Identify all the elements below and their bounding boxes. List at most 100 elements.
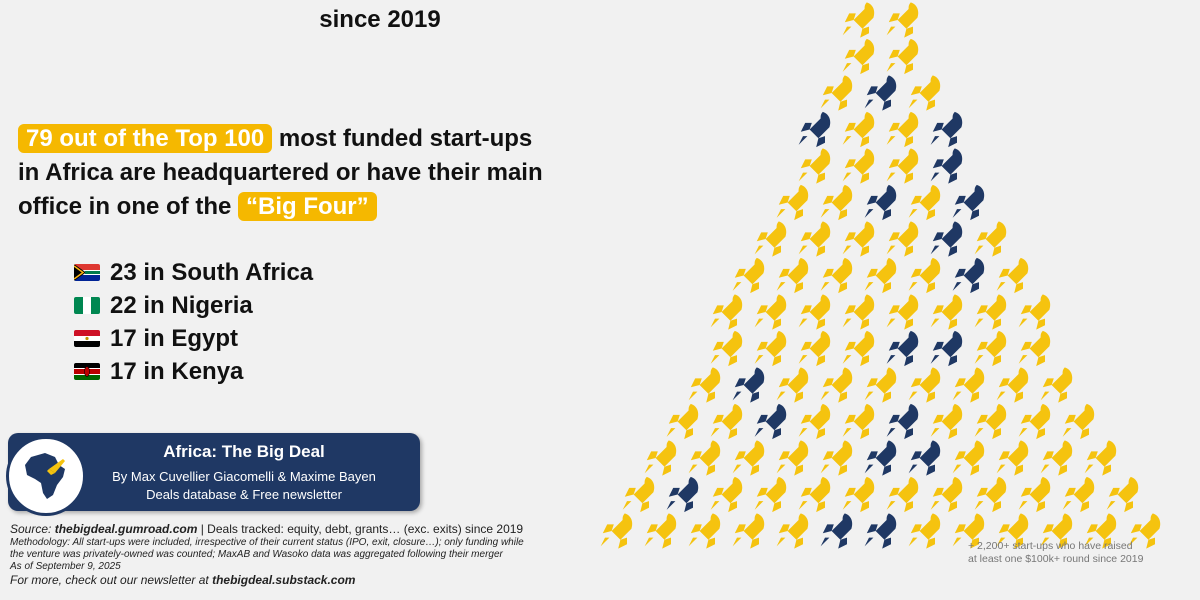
- headline-highlight-top100: 79 out of the Top 100: [18, 124, 273, 153]
- rocket-icon: [732, 367, 765, 403]
- rocket-icon: [842, 148, 875, 184]
- rocket-icon: [666, 403, 699, 440]
- rocket-icon: [820, 440, 853, 476]
- rocket-icon: [798, 148, 831, 184]
- rocket-icon: [1040, 513, 1073, 549]
- rocket-icon: [908, 367, 941, 403]
- rocket-icon: [842, 476, 875, 513]
- rocket-icon: [930, 403, 963, 440]
- rocket-icon: [952, 440, 985, 476]
- rocket-icon: [798, 221, 831, 257]
- rocket-icon: [820, 184, 853, 221]
- rocket-icon: [1018, 330, 1051, 367]
- rocket-icon: [842, 38, 875, 75]
- rocket-icon: [644, 513, 677, 549]
- rocket-icon: [842, 111, 875, 148]
- rocket-icon: [886, 221, 919, 257]
- rocket-icon: [952, 184, 985, 221]
- source-site-link[interactable]: thebigdeal.gumroad.com: [54, 522, 198, 536]
- rocket-icon: [820, 75, 853, 111]
- headline-text-2: in Africa are headquartered or have thei…: [18, 159, 543, 186]
- rocket-icon: [974, 330, 1007, 367]
- rocket-icon: [886, 111, 919, 148]
- rocket-icon: [842, 403, 875, 440]
- rocket-icon: [776, 367, 809, 403]
- country-label: 17 in Egypt: [110, 324, 239, 352]
- rocket-icon: [1084, 440, 1117, 476]
- nigeria-flag-icon: [74, 297, 100, 314]
- rocket-icon: [754, 294, 787, 330]
- rocket-icon: [1062, 403, 1095, 440]
- rocket-icon: [886, 403, 919, 440]
- source-line: Source: thebigdeal.gumroad.com | Deals t…: [10, 522, 570, 537]
- country-label: 17 in Kenya: [110, 357, 244, 385]
- rocket-icon: [864, 75, 897, 111]
- as-of-date: As of September 9, 2025: [10, 561, 121, 572]
- banner-tagline: Deals database & Free newsletter: [146, 487, 342, 502]
- rocket-icon: [864, 367, 897, 403]
- rocket-icon: [864, 513, 897, 549]
- rocket-icon: [754, 403, 787, 440]
- headline: 79 out of the Top 100 most funded start-…: [18, 122, 578, 224]
- rocket-icon: [1128, 513, 1161, 549]
- source-notes: Source: thebigdeal.gumroad.com | Deals t…: [10, 522, 570, 588]
- newsletter-line: For more, check out our newsletter at th…: [10, 573, 570, 588]
- rocket-icon: [930, 330, 963, 367]
- rocket-icon: [1040, 440, 1073, 476]
- rocket-icon: [1084, 513, 1117, 549]
- rocket-icon: [908, 513, 941, 549]
- rocket-icon: [1062, 476, 1095, 513]
- rocket-icon: [710, 403, 743, 440]
- rocket-icon: [754, 221, 787, 257]
- rocket-icon: [974, 403, 1007, 440]
- source-prefix: Source:: [10, 522, 55, 536]
- headline-highlight-big-four: “Big Four”: [238, 192, 377, 221]
- rocket-icon: [776, 184, 809, 221]
- rocket-icon: [1040, 367, 1073, 403]
- rocket-icon: [908, 257, 941, 294]
- kenya-flag-icon: [74, 363, 100, 380]
- rocket-icon: [842, 2, 875, 38]
- rocket-icon: [886, 38, 919, 75]
- rocket-icon: [600, 513, 633, 549]
- rocket-icon: [776, 440, 809, 476]
- rocket-icon: [798, 330, 831, 367]
- rocket-icon: [864, 257, 897, 294]
- newsletter-prefix: For more, check out our newsletter at: [10, 573, 213, 587]
- rocket-icon: [754, 330, 787, 367]
- rocket-icon: [1018, 403, 1051, 440]
- headline-text-1: most funded start-ups: [272, 125, 533, 152]
- country-list: 23 in South Africa 22 in Nigeria 17 in E…: [74, 256, 313, 388]
- headline-text-3: office in one of the: [18, 193, 238, 220]
- rocket-icon: [1018, 476, 1051, 513]
- rocket-icon: [710, 330, 743, 367]
- rocket-icon: [820, 513, 853, 549]
- rocket-icon: [886, 2, 919, 38]
- africa-map-logo-icon: [6, 436, 86, 516]
- newsletter-link[interactable]: thebigdeal.substack.com: [212, 573, 356, 587]
- country-label: 23 in South Africa: [110, 258, 314, 286]
- rocket-icon: [732, 440, 765, 476]
- rocket-icon: [930, 476, 963, 513]
- rocket-icon: [886, 148, 919, 184]
- rocket-icon: [996, 257, 1029, 294]
- rocket-icon: [842, 294, 875, 330]
- country-label: 22 in Nigeria: [110, 291, 253, 319]
- rocket-icon: [644, 440, 677, 476]
- rocket-icon: [908, 440, 941, 476]
- rocket-icon: [754, 476, 787, 513]
- rocket-icon: [798, 294, 831, 330]
- rocket-icon: [1106, 476, 1139, 513]
- banner-title: Africa: The Big Deal: [163, 442, 325, 461]
- country-item-nigeria: 22 in Nigeria: [74, 289, 313, 322]
- rocket-icon: [1018, 294, 1051, 330]
- rocket-icon: [974, 294, 1007, 330]
- newsletter-banner[interactable]: Africa: The Big Deal By Max Cuvellier Gi…: [6, 433, 420, 516]
- rocket-icon: [886, 294, 919, 330]
- footnote: + 2,200+ start-ups who have raised at le…: [968, 540, 1188, 566]
- rocket-icon: [974, 476, 1007, 513]
- rocket-icon: [886, 476, 919, 513]
- rocket-icon: [666, 476, 699, 513]
- rocket-icon: [886, 330, 919, 367]
- rocket-icon: [732, 513, 765, 549]
